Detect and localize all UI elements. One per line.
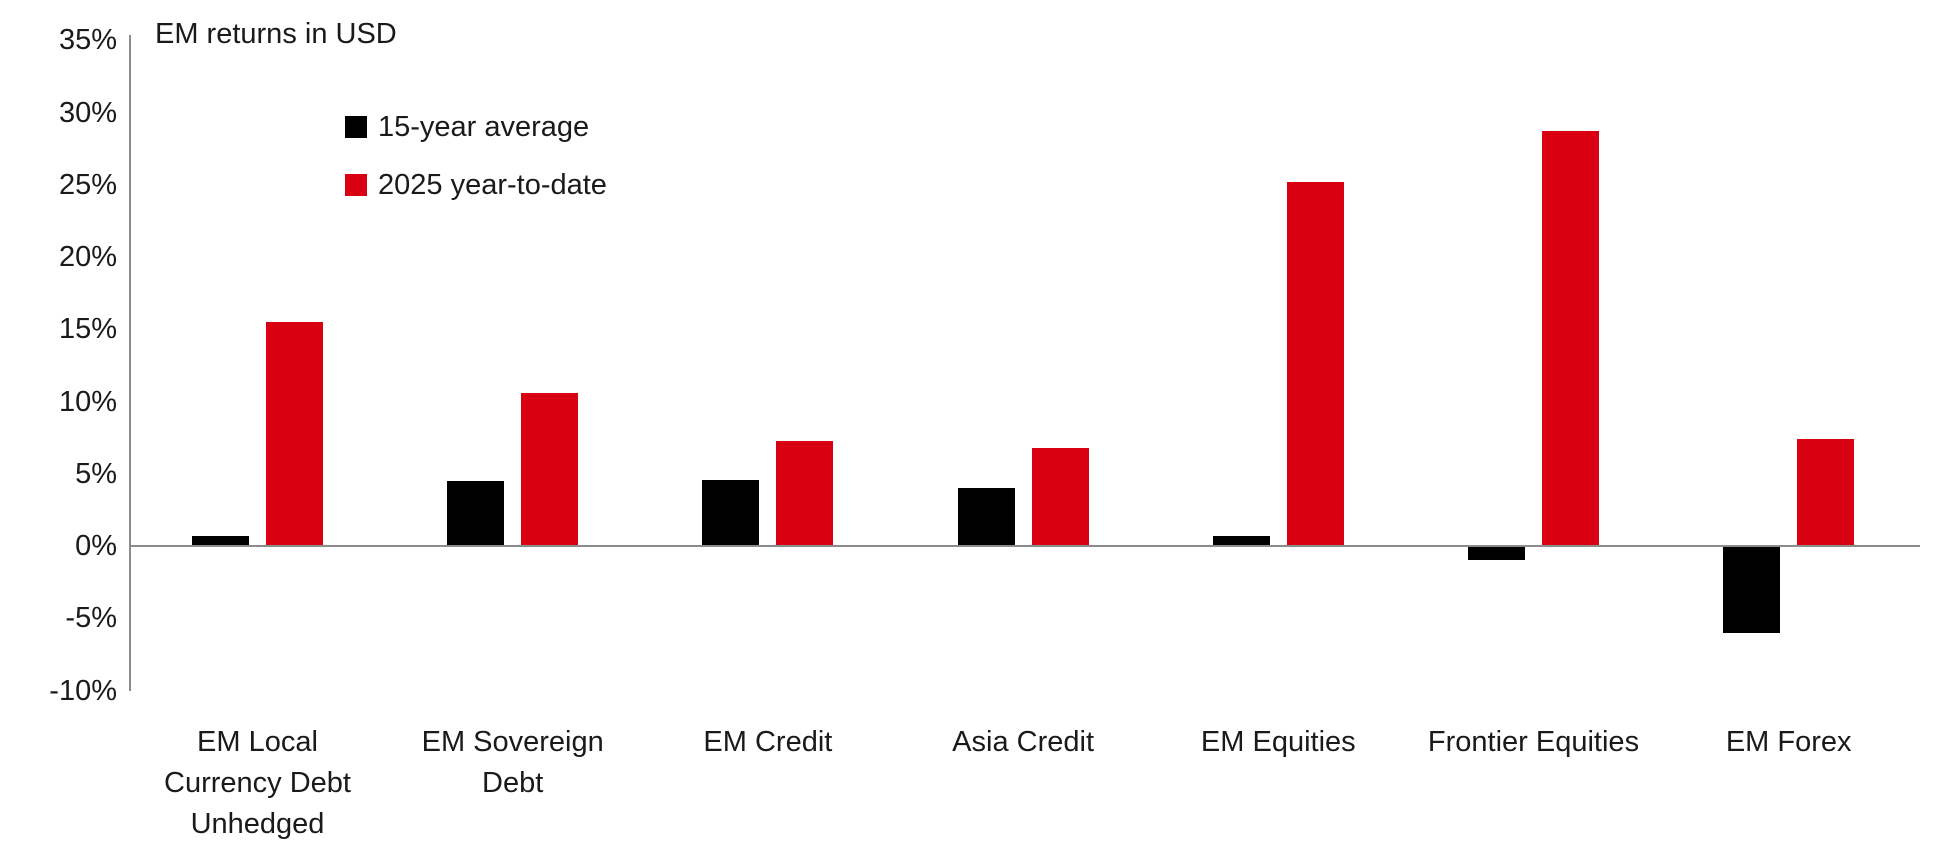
bar-15-year-average-asia-credit bbox=[957, 488, 1015, 546]
bar-15-year-average-em-credit bbox=[702, 479, 760, 546]
bar-2025-year-to-date-em-forex bbox=[1797, 439, 1855, 546]
bar-15-year-average-em-local-currency-debt-unhedged bbox=[192, 535, 249, 546]
y-axis-tick-20: 20% bbox=[58, 241, 117, 273]
y-axis-tick-10: 10% bbox=[58, 385, 117, 418]
legend: 15-year average 2025 year-to-date bbox=[345, 110, 607, 202]
y-axis-tick-15: 15% bbox=[58, 313, 117, 346]
bar-2025-year-to-date-em-credit bbox=[776, 440, 834, 546]
bar-15-year-average-em-forex bbox=[1723, 546, 1781, 633]
bar-2025-year-to-date-frontier-equities bbox=[1542, 131, 1599, 546]
bar-2025-year-to-date-em-equities bbox=[1286, 181, 1344, 546]
bar-2025-year-to-date-em-sovereign-debt bbox=[521, 392, 579, 546]
legend-swatch-2025-year-to-date bbox=[345, 174, 367, 196]
category-label-frontier-equities: Frontier Equities bbox=[1427, 726, 1640, 758]
legend-item-15-year-average: 15-year average bbox=[345, 110, 607, 144]
legend-swatch-15-year-average bbox=[345, 116, 367, 138]
y-axis-tick-5: 5% bbox=[75, 457, 117, 490]
legend-item-2025-year-to-date: 2025 year-to-date bbox=[345, 168, 607, 202]
y-axis-tick-35: 35% bbox=[58, 24, 117, 57]
y-axis-tick-5: -5% bbox=[65, 602, 117, 635]
category-label-em-local-currency-debt-unhedged: EM Local Currency Debt Unhedged bbox=[164, 726, 351, 840]
bar-15-year-average-frontier-equities bbox=[1468, 546, 1525, 561]
category-label-asia-credit: Asia Credit bbox=[952, 726, 1094, 758]
bar-2025-year-to-date-em-local-currency-debt-unhedged bbox=[266, 322, 323, 546]
y-axis-line bbox=[129, 35, 131, 691]
legend-label-2025-year-to-date: 2025 year-to-date bbox=[378, 169, 607, 201]
y-axis-tick-10: -10% bbox=[49, 674, 117, 707]
legend-label-15-year-average: 15-year average bbox=[378, 111, 590, 143]
category-label-em-equities: EM Equities bbox=[1200, 726, 1356, 758]
chart-title: EM returns in USD bbox=[155, 18, 397, 50]
category-label-em-sovereign-debt: EM Sovereign Debt bbox=[421, 726, 604, 799]
bar-15-year-average-em-sovereign-debt bbox=[447, 480, 505, 546]
zero-baseline bbox=[129, 545, 1920, 547]
y-axis-tick-30: 30% bbox=[58, 96, 117, 129]
bar-2025-year-to-date-asia-credit bbox=[1031, 447, 1089, 546]
category-label-em-credit: EM Credit bbox=[703, 726, 833, 758]
category-label-em-forex: EM Forex bbox=[1725, 726, 1852, 758]
y-axis-tick-0: 0% bbox=[75, 530, 117, 562]
bar-15-year-average-em-equities bbox=[1212, 535, 1270, 546]
y-axis-tick-25: 25% bbox=[58, 168, 117, 201]
